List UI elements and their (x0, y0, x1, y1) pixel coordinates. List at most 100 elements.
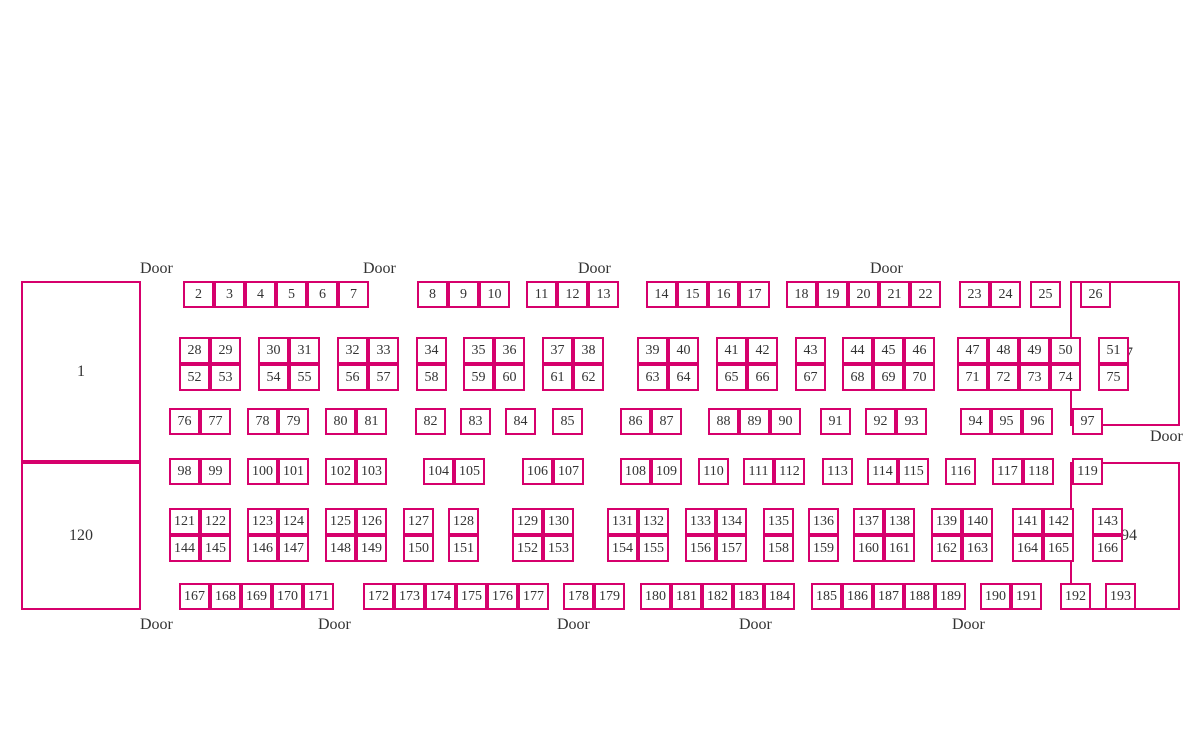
booth-101: 101 (278, 458, 309, 485)
booth-37: 37 (542, 337, 573, 364)
booth-141: 141 (1012, 508, 1043, 535)
booth-11: 11 (526, 281, 557, 308)
booth-17: 17 (739, 281, 770, 308)
booth-131: 131 (607, 508, 638, 535)
booth-119: 119 (1072, 458, 1103, 485)
booth-148: 148 (325, 535, 356, 562)
booth-52: 52 (179, 364, 210, 391)
booth-125: 125 (325, 508, 356, 535)
door-label-d2: Door (363, 260, 396, 278)
booth-134: 134 (716, 508, 747, 535)
booth-162: 162 (931, 535, 962, 562)
booth-45: 45 (873, 337, 904, 364)
booth-145: 145 (200, 535, 231, 562)
booth-69: 69 (873, 364, 904, 391)
booth-86: 86 (620, 408, 651, 435)
booth-103: 103 (356, 458, 387, 485)
booth-102: 102 (325, 458, 356, 485)
booth-33: 33 (368, 337, 399, 364)
door-label-d9: Door (739, 616, 772, 634)
booth-155: 155 (638, 535, 669, 562)
booth-193: 193 (1105, 583, 1136, 610)
booth-164: 164 (1012, 535, 1043, 562)
booth-184: 184 (764, 583, 795, 610)
booth-39: 39 (637, 337, 668, 364)
booth-75: 75 (1098, 364, 1129, 391)
booth-192: 192 (1060, 583, 1091, 610)
booth-87: 87 (651, 408, 682, 435)
booth-40: 40 (668, 337, 699, 364)
booth-177: 177 (518, 583, 549, 610)
booth-12: 12 (557, 281, 588, 308)
booth-76: 76 (169, 408, 200, 435)
booth-9: 9 (448, 281, 479, 308)
booth-115: 115 (898, 458, 929, 485)
booth-71: 71 (957, 364, 988, 391)
booth-92: 92 (865, 408, 896, 435)
booth-100: 100 (247, 458, 278, 485)
booth-21: 21 (879, 281, 910, 308)
booth-173: 173 (394, 583, 425, 610)
booth-34: 34 (416, 337, 447, 364)
booth-25: 25 (1030, 281, 1061, 308)
booth-128: 128 (448, 508, 479, 535)
booth-84: 84 (505, 408, 536, 435)
door-label-d10: Door (952, 616, 985, 634)
booth-90: 90 (770, 408, 801, 435)
booth-74: 74 (1050, 364, 1081, 391)
door-label-d8: Door (557, 616, 590, 634)
booth-80: 80 (325, 408, 356, 435)
booth-35: 35 (463, 337, 494, 364)
booth-151: 151 (448, 535, 479, 562)
booth-53: 53 (210, 364, 241, 391)
booth-140: 140 (962, 508, 993, 535)
booth-187: 187 (873, 583, 904, 610)
booth-18: 18 (786, 281, 817, 308)
booth-116: 116 (945, 458, 976, 485)
booth-127: 127 (403, 508, 434, 535)
booth-124: 124 (278, 508, 309, 535)
booth-120: 120 (21, 462, 141, 610)
booth-93: 93 (896, 408, 927, 435)
booth-161: 161 (884, 535, 915, 562)
booth-143: 143 (1092, 508, 1123, 535)
booth-77: 77 (200, 408, 231, 435)
booth-63: 63 (637, 364, 668, 391)
booth-61: 61 (542, 364, 573, 391)
booth-96: 96 (1022, 408, 1053, 435)
booth-94: 94 (960, 408, 991, 435)
booth-146: 146 (247, 535, 278, 562)
booth-136: 136 (808, 508, 839, 535)
booth-160: 160 (853, 535, 884, 562)
booth-78: 78 (247, 408, 278, 435)
booth-14: 14 (646, 281, 677, 308)
booth-132: 132 (638, 508, 669, 535)
booth-110: 110 (698, 458, 729, 485)
booth-54: 54 (258, 364, 289, 391)
booth-189: 189 (935, 583, 966, 610)
booth-122: 122 (200, 508, 231, 535)
booth-106: 106 (522, 458, 553, 485)
door-label-d1: Door (140, 260, 173, 278)
booth-82: 82 (415, 408, 446, 435)
booth-89: 89 (739, 408, 770, 435)
booth-107: 107 (553, 458, 584, 485)
booth-58: 58 (416, 364, 447, 391)
booth-112: 112 (774, 458, 805, 485)
booth-147: 147 (278, 535, 309, 562)
booth-138: 138 (884, 508, 915, 535)
door-label-d4: Door (870, 260, 903, 278)
booth-26: 26 (1080, 281, 1111, 308)
booth-29: 29 (210, 337, 241, 364)
booth-49: 49 (1019, 337, 1050, 364)
door-label-d6: Door (140, 616, 173, 634)
booth-81: 81 (356, 408, 387, 435)
booth-85: 85 (552, 408, 583, 435)
booth-117: 117 (992, 458, 1023, 485)
booth-156: 156 (685, 535, 716, 562)
booth-129: 129 (512, 508, 543, 535)
booth-2: 2 (183, 281, 214, 308)
booth-30: 30 (258, 337, 289, 364)
booth-113: 113 (822, 458, 853, 485)
booth-46: 46 (904, 337, 935, 364)
